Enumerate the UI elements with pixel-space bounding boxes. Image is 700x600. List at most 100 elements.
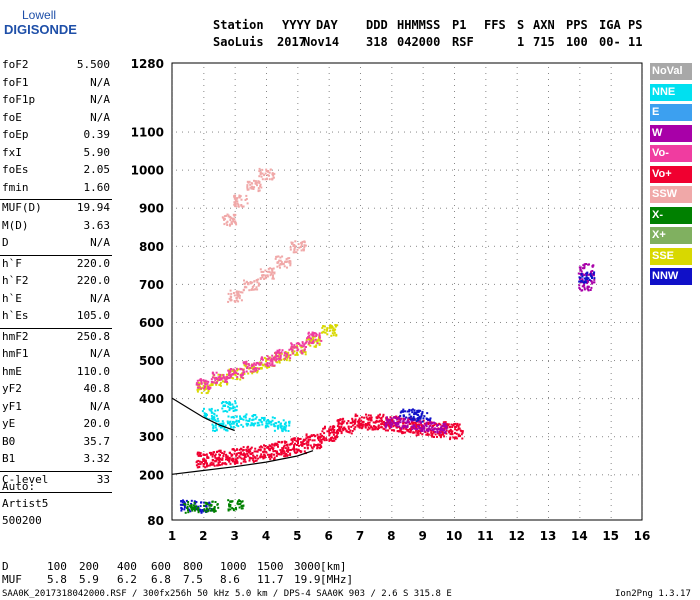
grid-dot [516, 223, 518, 224]
grid-dot [290, 169, 291, 171]
grid-dot [328, 463, 330, 464]
grid-dot [428, 169, 429, 171]
grid-dot [212, 398, 213, 400]
echo-point [214, 426, 217, 429]
grid-dot [614, 436, 615, 438]
grid-dot [254, 321, 255, 323]
grid-dot [610, 307, 612, 308]
echo-point [282, 452, 285, 455]
grid-dot [440, 245, 441, 247]
echo-point [412, 427, 415, 430]
echo-point [461, 431, 464, 434]
grid-dot [242, 321, 243, 323]
echo-point [587, 289, 590, 292]
grid-dot [297, 115, 299, 116]
grid-dot [380, 436, 381, 438]
grid-dot [422, 439, 424, 440]
echo-point [197, 454, 200, 457]
echo-point [423, 430, 426, 433]
echo-point [227, 402, 230, 405]
grid-dot [290, 398, 291, 400]
grid-dot [326, 474, 327, 476]
grid-dot [266, 474, 267, 476]
echo-point [233, 452, 236, 455]
grid-dot [391, 229, 393, 230]
grid-dot [470, 283, 471, 285]
grid-dot [344, 474, 345, 476]
grid-dot [440, 398, 441, 400]
grid-dot [328, 151, 330, 152]
echo-point [270, 272, 273, 275]
grid-dot [234, 271, 236, 272]
grid-dot [548, 229, 549, 230]
grid-dot [328, 349, 330, 350]
echo-point [404, 421, 407, 424]
grid-dot [485, 289, 487, 290]
grid-dot [516, 121, 518, 122]
grid-dot [458, 283, 459, 285]
echo-point [431, 432, 434, 435]
grid-dot [350, 474, 351, 476]
grid-dot [328, 97, 330, 98]
echo-point [294, 345, 297, 348]
echo-point [232, 292, 235, 294]
echo-point [183, 503, 186, 505]
grid-dot [536, 283, 537, 285]
echo-point [261, 363, 264, 366]
echo-point [228, 457, 231, 460]
echo-point [319, 436, 322, 438]
grid-dot [428, 398, 429, 400]
echo-point [386, 421, 388, 424]
grid-dot [234, 115, 236, 116]
grid-dot [203, 517, 205, 518]
grid-dot [554, 169, 555, 171]
grid-dot [566, 131, 567, 133]
grid-dot [203, 139, 205, 140]
echo-point [252, 460, 255, 463]
grid-dot [290, 321, 291, 323]
grid-dot [602, 169, 603, 171]
echo-point [317, 437, 320, 440]
grid-dot [203, 253, 205, 254]
grid-dot [579, 169, 581, 170]
grid-dot [360, 265, 361, 266]
grid-dot [642, 385, 643, 386]
grid-dot [485, 481, 487, 482]
echo-point [238, 448, 241, 451]
echo-point [288, 422, 291, 425]
echo-point [581, 289, 584, 292]
grid-dot [642, 421, 643, 422]
echo-point [214, 430, 216, 432]
echo-point [252, 423, 255, 426]
echo-point [273, 417, 276, 420]
echo-point [319, 433, 322, 436]
grid-dot [328, 379, 330, 380]
grid-dot [234, 325, 236, 326]
echo-point [283, 425, 286, 428]
grid-dot [360, 451, 361, 452]
echo-point [250, 182, 253, 185]
echo-point [222, 422, 225, 425]
grid-dot [203, 331, 205, 332]
grid-dot [332, 207, 333, 209]
echo-point [317, 439, 320, 442]
grid-dot [368, 474, 369, 476]
grid-dot [203, 157, 205, 158]
echo-point [227, 459, 229, 462]
echo-point [233, 421, 236, 424]
echo-point [233, 449, 236, 452]
grid-dot [548, 343, 549, 344]
grid-dot [548, 436, 549, 438]
echo-point [221, 407, 224, 410]
echo-point [277, 255, 280, 258]
grid-dot [362, 207, 363, 209]
echo-point [256, 421, 259, 424]
grid-dot [391, 139, 393, 140]
echo-point [449, 429, 452, 432]
echo-point [195, 501, 198, 503]
echo-point [338, 427, 341, 430]
echo-point [213, 508, 216, 511]
grid-dot [566, 169, 567, 171]
grid-dot [454, 517, 455, 518]
echo-point [578, 278, 581, 281]
